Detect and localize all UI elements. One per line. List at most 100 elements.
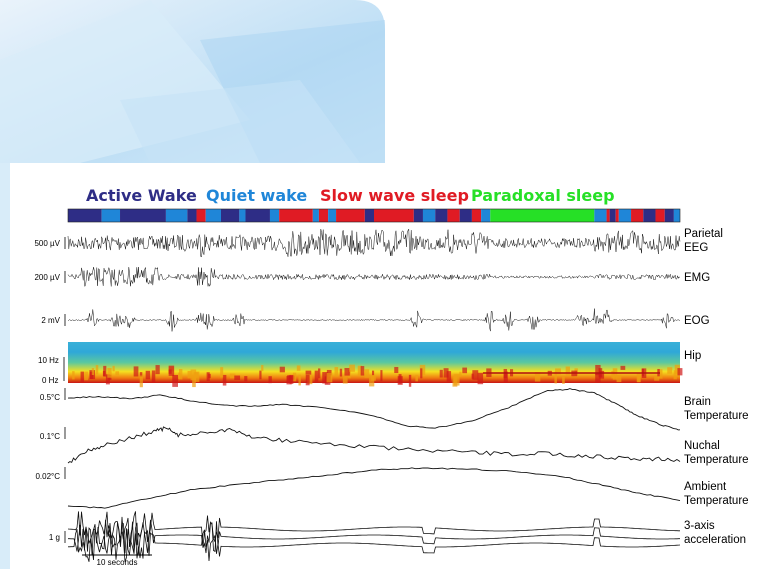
spectrogram-cell [360,366,365,376]
spectrogram-cell [342,376,348,384]
spectrogram-cell [637,376,641,383]
spectrogram-cell [667,367,673,374]
spectrogram-cell [369,374,375,387]
spectrogram-cell [562,376,565,384]
hypnogram-segment-27 [606,209,610,222]
channel-2-scale-label: 2 mV [41,316,60,325]
spectrogram-cell [364,369,370,378]
spectrogram-cell [139,375,143,388]
time-scale-label: 10 seconds [97,558,138,567]
hypnogram-segment-11 [279,209,313,222]
channel-4-scale-label: 0.5°C [40,393,60,402]
spectrogram-cell [133,366,139,377]
hypnogram-segment-25 [490,209,595,222]
spectrogram-cell [268,376,272,384]
legend-active-wake: Active Wake [86,186,197,205]
channel-5-trace [67,426,681,464]
spectrogram-cell [307,375,313,385]
spectrogram-cell [107,367,112,378]
spectrogram-cell [446,371,452,382]
spectrogram-cell [292,372,297,382]
spectrogram-cell [89,371,94,379]
channel-2-trace [68,308,681,332]
channel-0-label: Parietal EEG [684,228,723,254]
spectrogram-cell [296,365,301,371]
spectrogram-cell [305,370,312,375]
spectrogram-cell [534,372,541,382]
acceleration-axis-1 [68,519,680,555]
spectrogram-cell [462,367,468,374]
spectrogram-cell [151,370,156,383]
spectrogram-cell [654,376,660,381]
channel-6-trace [67,467,681,509]
spectrogram-cell [193,372,199,378]
spectrogram-cell [459,371,462,377]
spectrogram-cell [398,374,402,384]
spectrogram-cell [595,364,601,376]
spectrogram-cell [674,364,680,374]
hypnogram-segment-18 [413,209,423,222]
hypnogram-bar [67,208,681,223]
legend-slow-wave-sleep: Slow wave sleep [320,186,469,205]
spectrogram-cell [349,364,355,372]
spectrogram-cell [298,374,301,386]
spectrogram-cell [357,365,362,376]
channel-1-trace [67,266,681,287]
hypnogram-segment-9 [245,209,270,222]
channel-6-scale-label: 0.02°C [35,472,60,481]
hypnogram-segment-34 [664,209,674,222]
spectrogram-cell [339,368,343,377]
spectrogram-cell [244,376,248,382]
hypnogram-segment-7 [221,209,240,222]
channel-0-scale-label: 500 µV [34,239,60,248]
spectrogram-cell [326,372,333,383]
spectrogram-bottom-label: 0 Hz [42,376,58,385]
spectrogram-cell [179,369,183,380]
spectrogram-cell [673,370,677,380]
spectrogram-cell [394,366,399,374]
spectrogram-cell [145,370,151,380]
hypnogram-segment-20 [435,209,448,222]
channel-7-label: 3-axis acceleration [684,520,746,546]
channel-0-trace [67,228,681,258]
hypnogram-segment-23 [471,209,482,222]
spectrogram-cell [105,374,110,385]
hypnogram-segment-16 [364,209,374,222]
hypnogram-segment-14 [328,209,337,222]
spectrogram-cell [115,371,120,376]
spectrogram-cell [234,375,241,380]
spectrogram-cell [168,365,175,376]
spectrogram-cell [91,368,95,376]
spectrogram-cell [318,368,321,379]
hypnogram-border [67,208,681,223]
spectrogram-cell [326,369,332,376]
spectrogram-cell [190,369,197,381]
channel-5-scale-label: 0.1°C [40,432,60,441]
spectrogram-cell [84,371,89,381]
spectrogram-cell [261,365,264,372]
channel-3-label: Hip [684,350,701,362]
spectrogram-cell [344,367,350,376]
hypnogram-segment-8 [239,209,246,222]
spectrogram-cell [453,373,460,386]
spectrogram-cell [322,372,329,384]
hypnogram-segment-0 [68,209,102,222]
hypnogram-segment-19 [422,209,436,222]
hypnogram-segment-4 [187,209,197,222]
hypnogram-segment-30 [618,209,632,222]
spectrogram-cell [408,374,412,387]
legend-quiet-wake: Quiet wake [206,186,308,205]
spectrogram-cell [259,370,262,380]
spectrogram-cell [565,366,570,376]
spectrogram-cell [612,368,618,380]
spectrogram-cell [595,373,601,383]
spectrogram-cell [172,374,178,387]
hypnogram-segment-31 [631,209,644,222]
hypnogram-segment-6 [205,209,221,222]
hypnogram-segment-29 [615,209,619,222]
hypnogram-segment-26 [594,209,607,222]
channel-4-label: Brain Temperature [684,396,749,422]
spectrogram-cell [222,374,227,386]
